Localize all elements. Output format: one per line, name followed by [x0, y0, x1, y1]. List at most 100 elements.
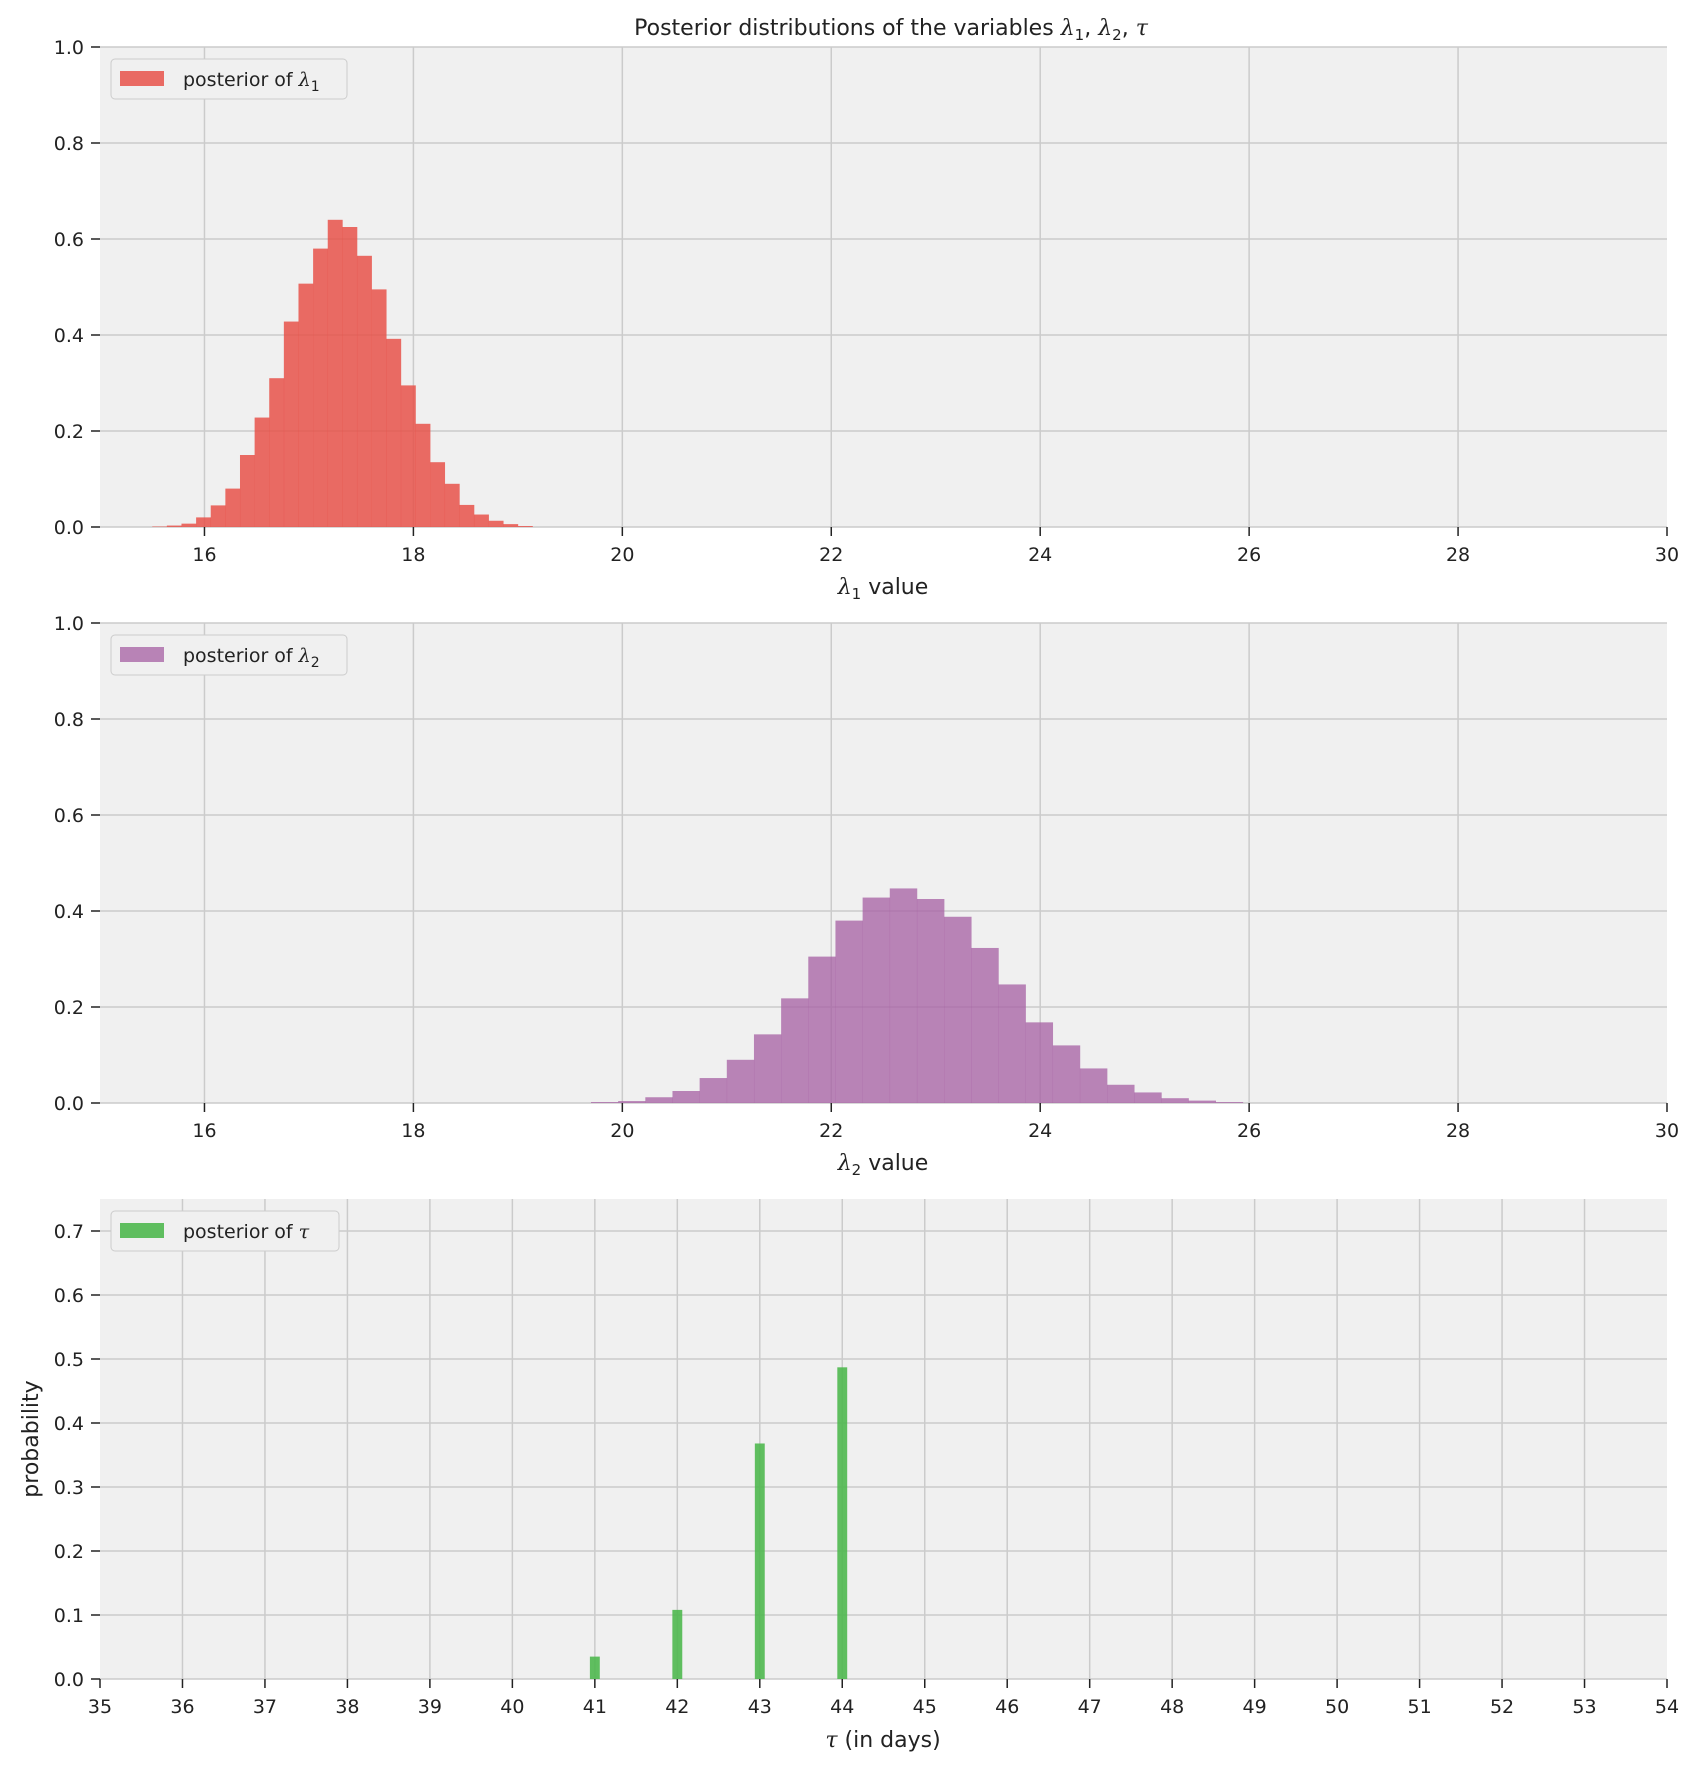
histogram-bar — [589, 1656, 600, 1679]
y-ticks: 0.0 0.1 0.2 0.3 0.4 0.5 0.6 0.7 — [54, 1221, 100, 1691]
histogram-bar — [254, 417, 270, 527]
x-tick-label: 18 — [401, 1120, 425, 1142]
y-tick-label: 0.6 — [54, 1285, 84, 1307]
legend-frame — [110, 58, 348, 100]
histogram-bar — [916, 899, 945, 1103]
histogram-bar — [400, 385, 416, 527]
x-tick-label: 26 — [1237, 544, 1261, 566]
histogram-bar — [889, 888, 918, 1103]
lambda2-panel: 16 18 20 22 24 26 28 30 0.0 0.2 0.4 0.6 0.8 1.0 post… — [54, 613, 1679, 1179]
x-tick-label: 37 — [253, 1696, 277, 1718]
histogram-bar — [386, 338, 402, 527]
y-tick-label: 0.6 — [54, 805, 84, 827]
x-tick-label: 20 — [610, 544, 634, 566]
histogram-bar — [862, 897, 891, 1103]
histogram-bar — [181, 523, 197, 527]
x-tick-label: 36 — [170, 1696, 194, 1718]
lambda1-panel: 16 18 20 22 24 26 28 30 0.0 0.2 0.4 0.6 0.8 1.0 post… — [54, 37, 1679, 603]
histogram-bar — [269, 378, 285, 527]
x-tick-label: 22 — [819, 544, 843, 566]
histogram-bar — [1079, 1068, 1108, 1103]
y-tick-label: 0.8 — [54, 709, 84, 731]
histogram-bar — [459, 504, 475, 527]
x-tick-label: 30 — [1655, 544, 1679, 566]
legend-swatch — [120, 71, 164, 86]
x-tick-label: 48 — [1160, 1696, 1184, 1718]
y-tick-label: 0.2 — [54, 997, 84, 1019]
tau-panel: 35 36 37 38 39 40 41 42 43 44 45 46 47 48 49 50 51 52 53 54… — [19, 1199, 1679, 1753]
histogram-bar — [781, 998, 809, 1103]
y-tick-label: 0.2 — [54, 421, 84, 443]
x-tick-label: 28 — [1446, 1120, 1470, 1142]
histogram-bar — [239, 455, 255, 527]
x-ticks: 35 36 37 38 39 40 41 42 43 44 45 46 47 48 49 50 51 52 53 54 — [88, 1679, 1679, 1718]
x-tick-label: 51 — [1407, 1696, 1431, 1718]
histogram-bar — [590, 1102, 619, 1103]
histogram-bar — [313, 248, 329, 527]
x-tick-label: 45 — [913, 1696, 937, 1718]
histogram-bar — [645, 1097, 673, 1103]
y-tick-label: 0.0 — [54, 1669, 84, 1691]
histogram-bar — [1188, 1100, 1217, 1103]
x-tick-label: 52 — [1490, 1696, 1514, 1718]
x-tick-label: 18 — [401, 544, 425, 566]
histogram-bar — [473, 514, 489, 527]
histogram-bar — [835, 920, 863, 1103]
histogram-bar — [754, 1443, 765, 1679]
y-tick-label: 0.2 — [54, 1541, 84, 1563]
histogram-bar — [837, 1367, 848, 1679]
x-tick-label: 53 — [1572, 1696, 1596, 1718]
plot-background — [100, 1199, 1667, 1679]
histogram-bar — [699, 1078, 728, 1103]
x-tick-label: 44 — [830, 1696, 854, 1718]
histogram-bar — [342, 227, 358, 527]
histogram-bar — [1025, 1022, 1054, 1103]
x-tick-label: 39 — [418, 1696, 442, 1718]
histogram-bars — [590, 888, 1244, 1103]
histogram-bar — [371, 289, 387, 527]
histogram-bar — [225, 488, 241, 527]
histogram-bar — [1215, 1102, 1244, 1103]
y-tick-label: 0.0 — [54, 517, 84, 539]
y-tick-label: 0.4 — [54, 1413, 84, 1435]
legend: posterior of λ2 — [110, 634, 348, 676]
histogram-bar — [415, 423, 431, 527]
y-tick-label: 0.0 — [54, 1093, 84, 1115]
x-tick-label: 42 — [665, 1696, 689, 1718]
y-axis-label: probability — [19, 1380, 44, 1497]
x-tick-label: 43 — [748, 1696, 772, 1718]
y-tick-label: 0.6 — [54, 229, 84, 251]
histogram-bar — [298, 283, 314, 527]
histogram-bar — [517, 526, 533, 527]
x-tick-label: 38 — [335, 1696, 359, 1718]
x-tick-label: 26 — [1237, 1120, 1261, 1142]
histogram-bar — [1107, 1084, 1135, 1103]
legend-label: posterior of λ2 — [183, 645, 320, 671]
y-tick-label: 0.3 — [54, 1477, 84, 1499]
legend: posterior of λ1 — [110, 58, 348, 100]
legend-label: posterior of λ1 — [183, 69, 320, 95]
x-tick-label: 16 — [192, 1120, 216, 1142]
histogram-bar — [998, 984, 1026, 1103]
y-tick-label: 0.4 — [54, 901, 84, 923]
histogram-bar — [944, 916, 972, 1103]
histogram-bar — [503, 524, 519, 527]
x-tick-label: 46 — [995, 1696, 1019, 1718]
x-tick-label: 24 — [1028, 1120, 1052, 1142]
x-tick-label: 24 — [1028, 544, 1052, 566]
histogram-bar — [753, 1034, 782, 1103]
histogram-bar — [356, 255, 372, 528]
histogram-bar — [488, 520, 504, 527]
histogram-bar — [971, 947, 999, 1103]
x-tick-label: 47 — [1078, 1696, 1102, 1718]
x-axis-label: λ1 value — [837, 575, 929, 603]
histogram-bar — [618, 1101, 646, 1103]
x-ticks: 16 18 20 22 24 26 28 30 — [192, 527, 1679, 566]
histogram-bar — [1161, 1098, 1189, 1103]
histogram-bar — [1134, 1092, 1162, 1103]
legend-swatch — [120, 647, 164, 662]
legend-label: posterior of τ — [183, 1221, 310, 1243]
x-tick-label: 40 — [500, 1696, 524, 1718]
x-axis-label: τ (in days) — [825, 1728, 940, 1753]
